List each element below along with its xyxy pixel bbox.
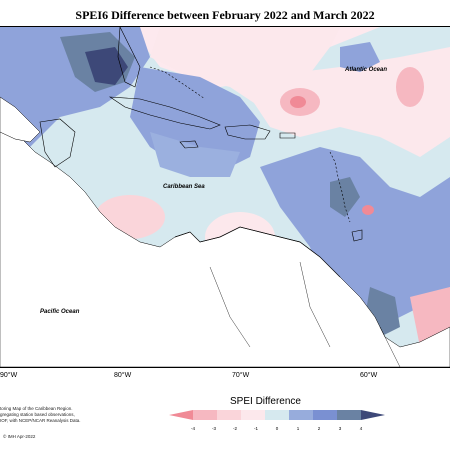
map-title: SPEI6 Difference between February 2022 a… (75, 8, 375, 22)
legend-tick-label: -3 (211, 426, 217, 431)
land-cuba (108, 96, 221, 130)
dark-region-antilles (330, 177, 360, 217)
pink-spot-east (396, 67, 424, 107)
land-yucatan (39, 118, 76, 168)
legend-title: SPEI Difference (230, 396, 301, 407)
legend-colorbar (169, 410, 385, 420)
legend-swatch (241, 410, 265, 420)
lon-tick-70w: 70°W (232, 372, 250, 379)
legend-tick-label: -2 (232, 426, 238, 431)
legend-swatch (169, 410, 193, 420)
map-area: Atlantic Ocean Caribbean Sea Pacific Oce… (0, 26, 450, 368)
lon-tick-60w: 60°W (360, 372, 378, 379)
credit-text: toring Map of the Caribbean Region. greg… (0, 406, 110, 424)
land-jamaica (179, 140, 199, 149)
legend-tick-label: -1 (253, 426, 259, 431)
border-lines (209, 261, 401, 367)
caribbean-sea-label: Caribbean Sea (163, 184, 205, 190)
legend-tick-label: 3 (338, 426, 342, 431)
legend-swatch (361, 410, 385, 420)
credit-line: gregating station based observations, (0, 412, 75, 417)
spei-map (0, 27, 450, 367)
legend-tick-label: 4 (359, 426, 363, 431)
legend-swatch (265, 410, 289, 420)
land-puerto-rico (279, 132, 296, 139)
legend-swatch (193, 410, 217, 420)
legend-tick-label: 1 (296, 426, 300, 431)
blue-region-central (150, 132, 240, 177)
red-spot-atlantic (290, 96, 306, 108)
pacific-ocean-label: Pacific Ocean (40, 309, 80, 315)
legend-swatch (313, 410, 337, 420)
land-trinidad (351, 229, 363, 242)
legend-tick-label: 0 (275, 426, 279, 431)
credit-line: toring Map of the Caribbean Region. (0, 406, 73, 411)
blue-region-east (260, 147, 450, 347)
legend-swatch (337, 410, 361, 420)
land-bahamas (149, 66, 206, 100)
legend-swatch (289, 410, 313, 420)
land-antilles-chain (329, 151, 351, 223)
lon-tick-90w: 90°W (0, 372, 18, 379)
atlantic-ocean-label: Atlantic Ocean (345, 67, 388, 73)
land-florida (117, 27, 141, 88)
credit-line: IOF, with NCEP/NCAR Reanalysis Data. (0, 418, 81, 423)
coast-south-america (174, 226, 341, 278)
lon-tick-80w: 80°W (114, 372, 132, 379)
legend-tick-label: 2 (317, 426, 321, 431)
legend-tick-label: -4 (190, 426, 196, 431)
land-mexico (0, 96, 41, 143)
copyright: © IMH Apr-2022 (3, 434, 36, 439)
land-hispaniola (224, 124, 271, 140)
darkest-region (85, 47, 128, 85)
blue-region-atlantic (340, 42, 380, 72)
legend-swatch (217, 410, 241, 420)
red-spot-barbados (362, 205, 374, 215)
